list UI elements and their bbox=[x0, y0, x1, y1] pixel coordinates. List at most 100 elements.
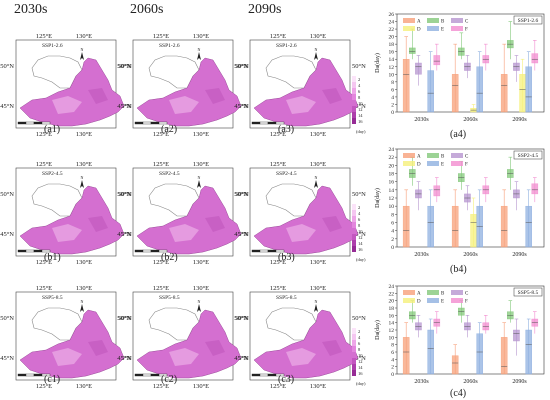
legend-label: C bbox=[465, 20, 469, 25]
legend-label: E bbox=[441, 28, 444, 33]
legend-swatch bbox=[427, 298, 439, 303]
lat-label-50-right: 50°N bbox=[235, 63, 249, 70]
box-C bbox=[464, 55, 471, 79]
scenario-tag-box bbox=[513, 15, 543, 25]
legend: A B C D E F bbox=[403, 153, 469, 168]
map-panel: 125°E 130°E 125°E 130°E 50°N 45°N 50°N 45°N SSP1… bbox=[0, 30, 132, 138]
box-A bbox=[500, 322, 508, 375]
legend-value: 2 bbox=[358, 77, 360, 82]
y-tick-label: 8 bbox=[391, 343, 394, 349]
north-arrow-icon bbox=[80, 52, 84, 60]
north-label: N bbox=[198, 175, 201, 180]
legend-value: 14 bbox=[358, 365, 363, 370]
scenario-label: SSP2-4.5 bbox=[159, 171, 180, 177]
legend-value: 14 bbox=[358, 113, 363, 118]
lat-label-45-right: 45°N bbox=[235, 231, 249, 238]
legend-label: F bbox=[465, 300, 468, 305]
box-F bbox=[531, 177, 539, 203]
scenario-label: SSP1-2.6 bbox=[159, 43, 180, 49]
legend-value: 6 bbox=[358, 89, 361, 94]
map-caption: (b2) bbox=[161, 252, 178, 263]
y-tick-label: 18 bbox=[389, 306, 395, 312]
legend-swatch bbox=[352, 328, 356, 334]
legend-value: 10 bbox=[358, 229, 363, 234]
box-F bbox=[531, 311, 539, 334]
lon-label-125: 125°E bbox=[153, 33, 169, 40]
lon-label-125: 125°E bbox=[36, 285, 52, 292]
lon-label-130-bottom: 130°E bbox=[310, 383, 326, 390]
y-tick-label: 16 bbox=[389, 50, 395, 56]
y-tick-label: 18 bbox=[389, 172, 395, 178]
lat-label-45: 45°N bbox=[117, 103, 131, 110]
y-tick-label: 26 bbox=[389, 12, 395, 18]
north-arrow-icon bbox=[197, 180, 201, 188]
caption-c4: (c4) bbox=[450, 388, 467, 399]
region-fill bbox=[19, 185, 125, 255]
map-frame bbox=[132, 167, 234, 257]
legend-unit: (day) bbox=[356, 381, 366, 386]
y-tick-label: 22 bbox=[389, 155, 395, 161]
y-tick-label: 24 bbox=[389, 147, 395, 153]
legend-swatch bbox=[403, 26, 415, 31]
region-light-patch bbox=[169, 224, 199, 242]
region-dark-patch bbox=[205, 216, 225, 232]
lat-label-45: 45°N bbox=[0, 355, 14, 362]
scale-bar bbox=[17, 121, 51, 125]
north-arrow-icon bbox=[197, 52, 201, 60]
legend-swatch bbox=[352, 82, 356, 88]
map-caption: (c2) bbox=[161, 374, 178, 385]
scale-bar bbox=[17, 249, 51, 253]
legend-swatch bbox=[352, 118, 356, 124]
box-C bbox=[415, 315, 422, 338]
x-category-label: 2060s bbox=[463, 252, 478, 258]
box-D bbox=[470, 104, 477, 113]
y-tick-label: 12 bbox=[389, 65, 395, 71]
lon-label-130-bottom: 130°E bbox=[193, 259, 209, 266]
x-category-label: 2030s bbox=[414, 252, 429, 258]
scenario-label: SSP2-4.5 bbox=[276, 171, 297, 177]
legend-value: 8 bbox=[358, 347, 361, 352]
boxplot-panel-a4: 0 2 4 6 8 10 12 14 16 18 20 22 24 26 Da(day) 2030s 2060s… bbox=[373, 8, 548, 128]
y-tick-label: 22 bbox=[389, 291, 395, 297]
lat-label-50: 50°N bbox=[0, 315, 14, 322]
column-header-2060s: 2060s bbox=[130, 2, 164, 17]
region-fill bbox=[136, 309, 242, 379]
box-E bbox=[476, 322, 483, 375]
box-A bbox=[402, 36, 410, 113]
map-figure: 125°E 130°E 125°E 130°E 50°N 45°N 50°N 45°N SSP2… bbox=[234, 161, 366, 266]
legend-value: 2 bbox=[358, 205, 360, 210]
box-E bbox=[525, 189, 532, 248]
region-dark-patch bbox=[88, 216, 108, 232]
map-figure: 125°E 130°E 125°E 130°E 50°N 45°N 50°N 45°N SSP5… bbox=[0, 285, 132, 390]
map-panel: 125°E 130°E 125°E 130°E 50°N 45°N 50°N 45°N SSP2… bbox=[0, 158, 132, 266]
lat-label-50-right: 50°N bbox=[118, 315, 132, 322]
lat-label-50: 50°N bbox=[234, 315, 248, 322]
lon-label-125-bottom: 125°E bbox=[270, 131, 286, 138]
map-figure: 125°E 130°E 125°E 130°E 50°N 45°N 50°N 45°N SSP1… bbox=[117, 33, 249, 138]
region-dark-patch bbox=[322, 88, 342, 104]
box-D bbox=[519, 58, 526, 113]
legend-label: B bbox=[441, 20, 445, 25]
scale-bar bbox=[251, 121, 285, 125]
legend-label: B bbox=[441, 292, 445, 297]
lon-label-125: 125°E bbox=[270, 285, 286, 292]
y-tick-label: 14 bbox=[389, 321, 395, 327]
north-label: N bbox=[198, 299, 201, 304]
north-arrow-icon bbox=[314, 52, 318, 60]
map-figure: 125°E 130°E 125°E 130°E 50°N 45°N 50°N 45°N SSP1… bbox=[0, 33, 132, 138]
north-label: N bbox=[315, 47, 318, 52]
legend-label: E bbox=[441, 163, 444, 168]
legend-label: C bbox=[465, 292, 469, 297]
legend-value: 4 bbox=[358, 83, 361, 88]
legend-swatch bbox=[352, 228, 356, 234]
lat-label-50-right: 50°N bbox=[352, 63, 366, 70]
box-F bbox=[531, 40, 539, 71]
north-label: N bbox=[81, 299, 84, 304]
region-fill bbox=[253, 57, 359, 127]
legend-swatch bbox=[352, 106, 356, 112]
scenario-tag-box bbox=[513, 287, 543, 297]
scenario-label: SSP5-8.5 bbox=[159, 295, 180, 301]
